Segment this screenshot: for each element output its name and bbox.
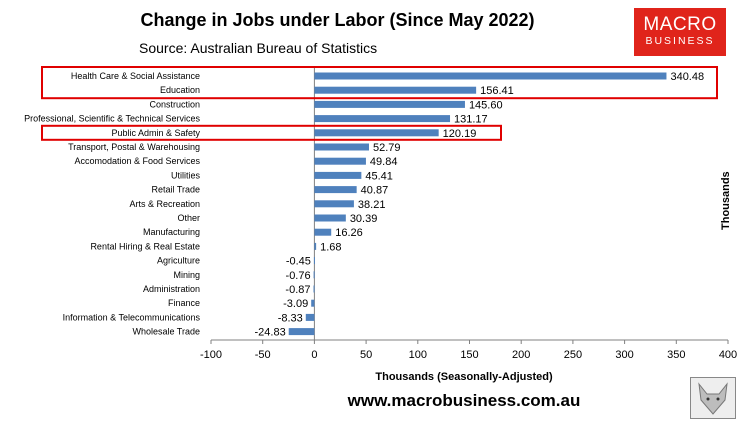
x-tick-label: 100: [409, 349, 427, 361]
chart-title: Change in Jobs under Labor (Since May 20…: [140, 10, 535, 30]
macrobusiness-logo: MACRO BUSINESS: [634, 8, 726, 56]
bar: [314, 242, 317, 250]
bar: [314, 86, 477, 94]
bar: [314, 200, 354, 208]
value-label: 131.17: [454, 114, 488, 126]
bar: [314, 157, 366, 165]
category-label: Retail Trade: [151, 185, 200, 195]
y-axis-label: Thousands: [720, 171, 732, 230]
value-label: 40.87: [361, 185, 389, 197]
value-label: 156.41: [480, 85, 514, 97]
category-label: Public Admin & Safety: [111, 128, 200, 138]
category-label: Other: [177, 213, 200, 223]
category-label: Information & Telecommunications: [63, 312, 201, 322]
bar: [314, 214, 346, 222]
value-label: -0.76: [286, 270, 311, 282]
x-tick-label: 250: [564, 349, 582, 361]
x-tick-label: 400: [719, 349, 737, 361]
category-label: Agriculture: [157, 256, 200, 266]
value-label: -3.09: [283, 298, 308, 310]
logo-line-2: BUSINESS: [645, 35, 715, 47]
bar: [314, 186, 357, 194]
bar: [305, 313, 315, 321]
bar: [314, 143, 369, 151]
value-label: -0.45: [286, 256, 311, 268]
category-label: Utilities: [171, 170, 201, 180]
category-label: Administration: [143, 284, 200, 294]
bar: [313, 285, 315, 293]
x-tick-label: 150: [460, 349, 478, 361]
bar: [314, 115, 451, 123]
value-label: -8.33: [278, 312, 303, 324]
value-label: 30.39: [350, 213, 378, 225]
category-label: Finance: [168, 298, 200, 308]
bar: [314, 171, 362, 179]
x-tick-label: 300: [615, 349, 633, 361]
value-label: 340.48: [670, 71, 704, 83]
value-label: -0.87: [285, 284, 310, 296]
value-label: 16.26: [335, 227, 363, 239]
bar: [314, 100, 465, 108]
bar: [288, 328, 315, 336]
x-tick-label: -100: [200, 349, 222, 361]
logo-line-1: MACRO: [643, 14, 717, 35]
category-label: Transport, Postal & Warehousing: [68, 142, 200, 152]
value-label: 45.41: [365, 170, 393, 182]
x-tick-label: -50: [255, 349, 271, 361]
bar: [314, 228, 332, 236]
category-label: Rental Hiring & Real Estate: [90, 241, 200, 251]
value-label: 120.19: [443, 128, 477, 140]
x-tick-label: 350: [667, 349, 685, 361]
chart-source: Source: Australian Bureau of Statistics: [139, 40, 378, 56]
x-tick-label: 50: [360, 349, 372, 361]
value-label: 145.60: [469, 99, 503, 111]
bar: [313, 271, 315, 279]
category-label: Education: [160, 85, 200, 95]
value-label: 38.21: [358, 199, 386, 211]
category-label: Health Care & Social Assistance: [71, 71, 200, 81]
category-label: Accomodation & Food Services: [74, 156, 200, 166]
bar: [311, 299, 315, 307]
category-label: Wholesale Trade: [132, 327, 200, 337]
x-axis-label: Thousands (Seasonally-Adjusted): [375, 371, 553, 383]
fox-logo-icon: [690, 377, 736, 419]
x-tick-label: 200: [512, 349, 530, 361]
category-label: Construction: [149, 99, 200, 109]
value-label: -24.83: [255, 327, 286, 339]
category-label: Professional, Scientific & Technical Ser…: [24, 114, 200, 124]
value-label: 52.79: [373, 142, 401, 154]
x-tick-label: 0: [311, 349, 317, 361]
value-label: 1.68: [320, 241, 341, 253]
bar: [313, 257, 315, 265]
category-label: Manufacturing: [143, 227, 200, 237]
website-url: www.macrobusiness.com.au: [347, 391, 581, 410]
value-label: 49.84: [370, 156, 398, 168]
highlight-box: [41, 66, 718, 100]
bar: [314, 129, 439, 137]
category-label: Mining: [173, 270, 200, 280]
category-label: Arts & Recreation: [129, 199, 200, 209]
highlight-box: [41, 124, 502, 141]
bar: [314, 72, 667, 80]
